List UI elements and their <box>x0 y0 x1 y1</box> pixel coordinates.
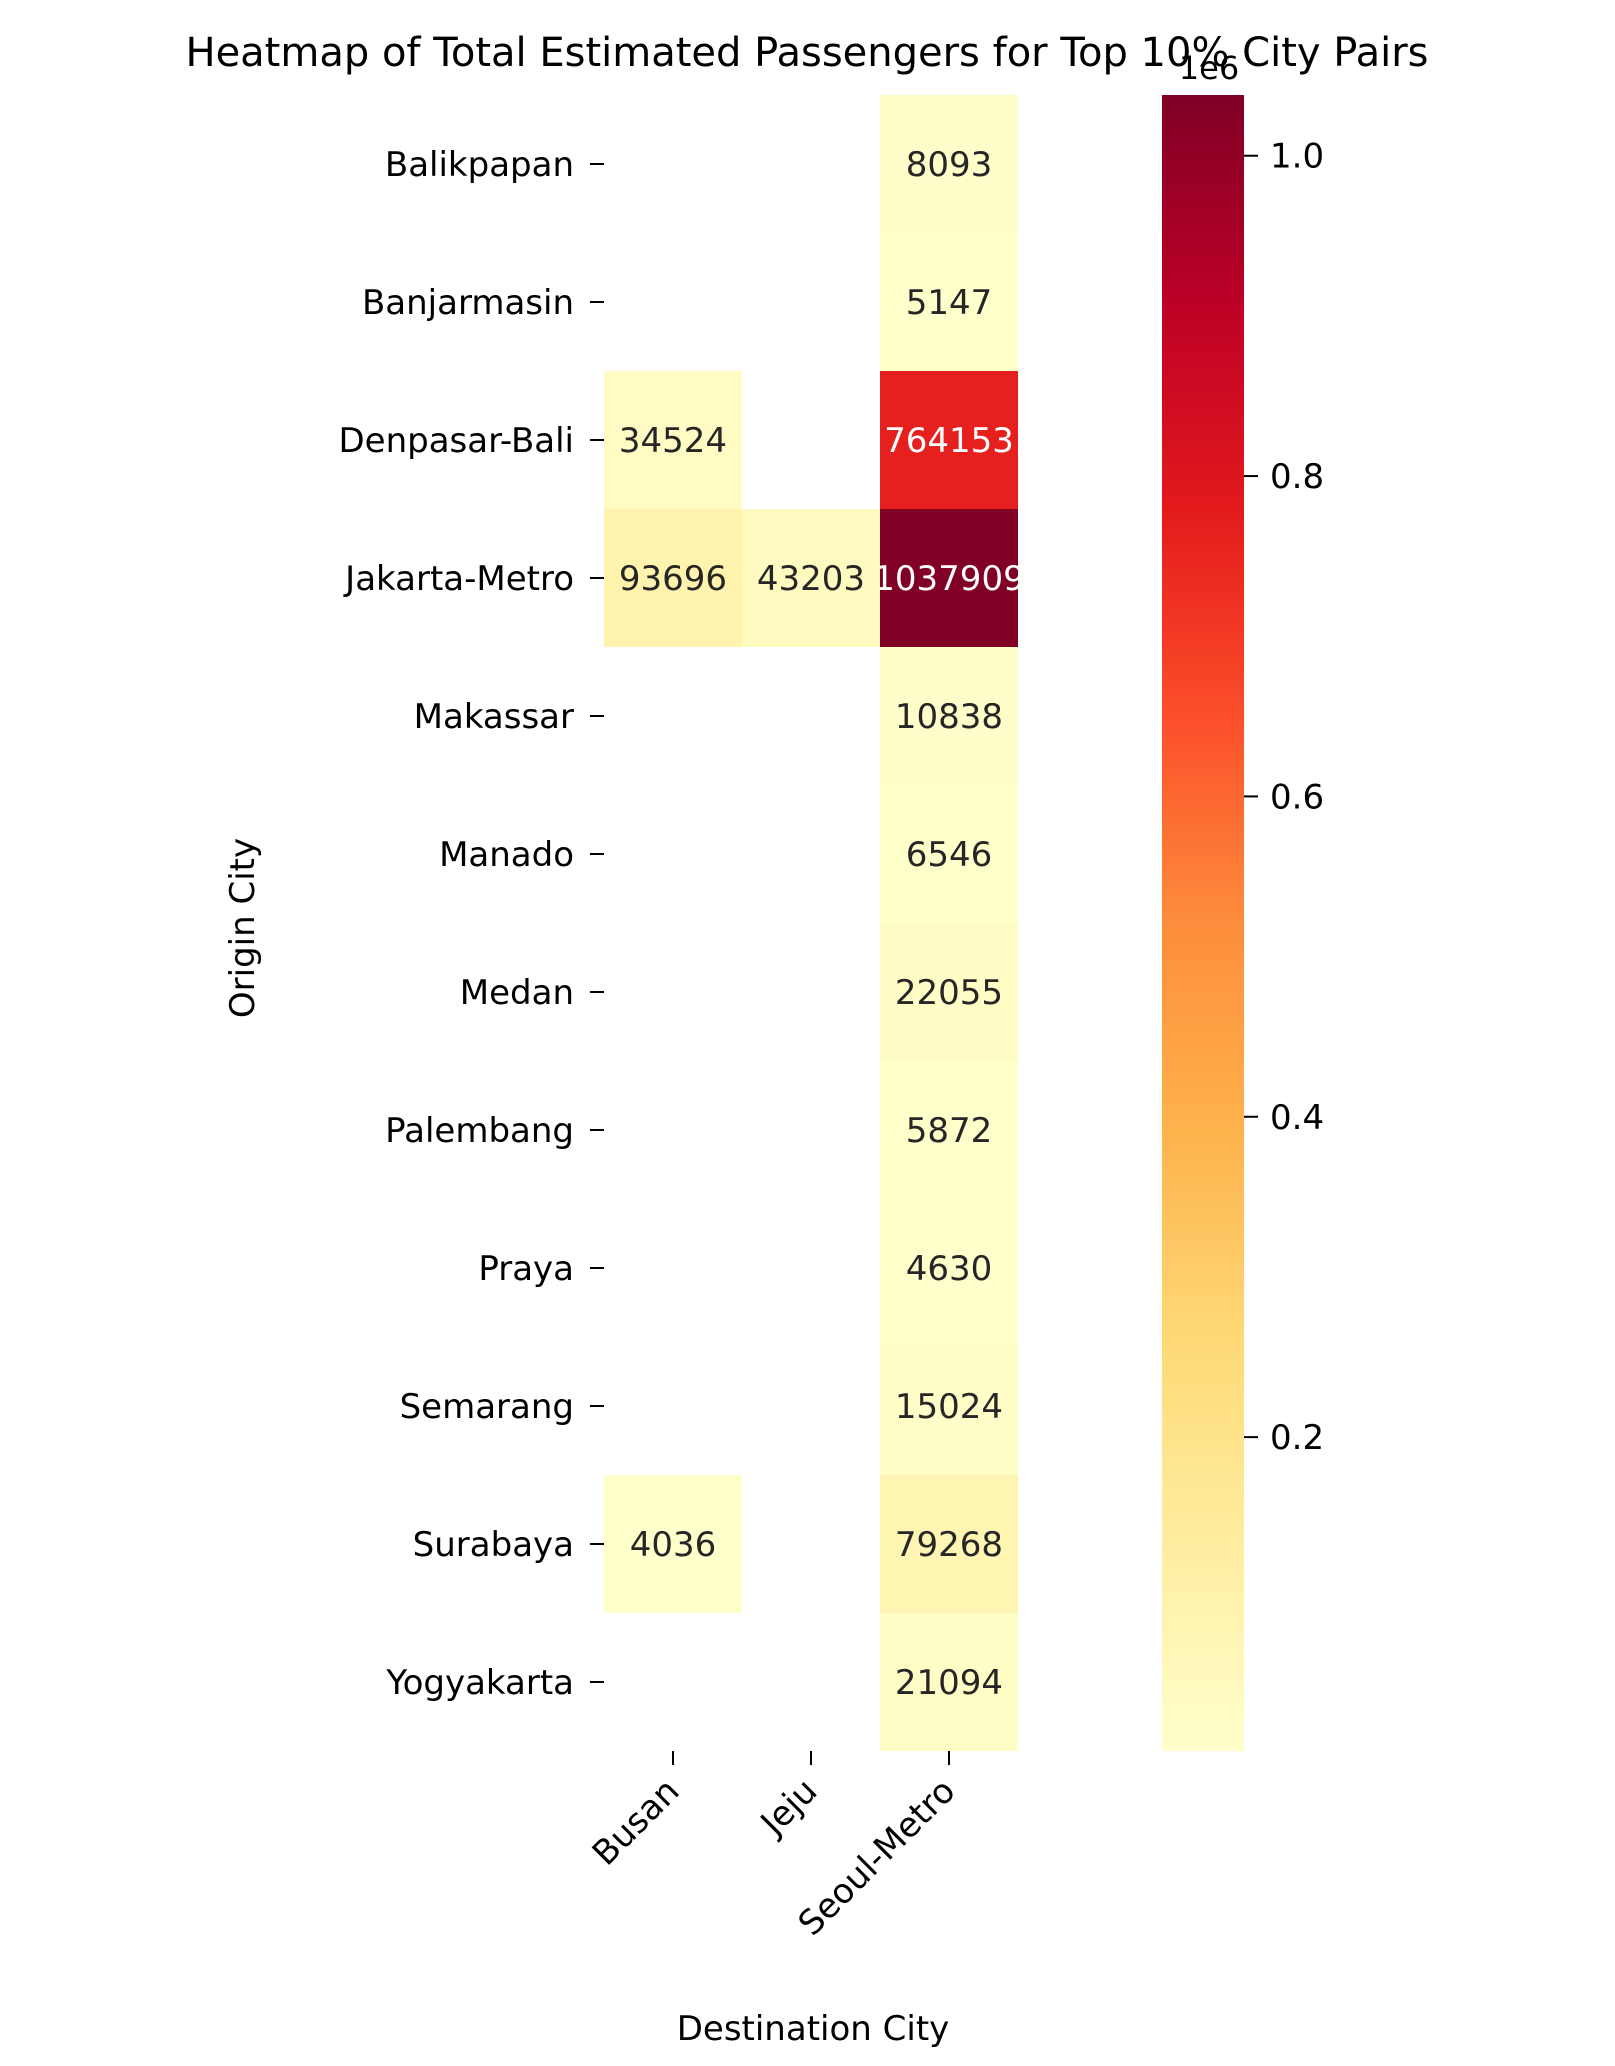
heatmap-cell <box>604 371 742 509</box>
cell-value-label: 93696 <box>619 559 727 599</box>
cell-value-label: 10838 <box>895 697 1003 737</box>
heatmap-cell <box>880 1475 1018 1613</box>
heatmap-cell <box>880 509 1018 647</box>
cell-value-label: 79268 <box>895 1525 1003 1565</box>
colorbar-offset-text: 1e6 <box>1179 49 1239 87</box>
y-tick-label: Medan <box>460 973 574 1013</box>
heatmap-cell <box>880 371 1018 509</box>
colorbar-gradient <box>1162 95 1244 1751</box>
heatmap-cell <box>880 1337 1018 1475</box>
heatmap-cell <box>880 923 1018 1061</box>
heatmap-cell <box>880 785 1018 923</box>
y-tick-label: Banjarmasin <box>362 283 574 323</box>
colorbar-tick-label: 0.6 <box>1270 777 1324 817</box>
colorbar-tick-label: 0.4 <box>1270 1098 1324 1138</box>
heatmap-cell <box>880 1061 1018 1199</box>
heatmap-cell <box>742 509 880 647</box>
plot-area: 8093 5147 34524 764153 93696 43203 1037909 1083… <box>604 95 1024 1751</box>
cell-value-label: 5147 <box>906 283 993 323</box>
colorbar-tick-label: 1.0 <box>1270 137 1324 177</box>
cell-value-label: 43203 <box>757 559 865 599</box>
y-axis-label: Origin City <box>223 838 263 1018</box>
x-axis-label: Destination City <box>677 2009 950 2049</box>
y-tick-label: Praya <box>478 1249 574 1289</box>
colorbar-tick-label: 0.2 <box>1270 1418 1324 1458</box>
cell-value-label: 15024 <box>895 1387 1003 1427</box>
y-axis: Balikpapan Banjarmasin Denpasar-Bali Jakart… <box>338 145 604 1703</box>
colorbar-tick-label: 0.8 <box>1270 457 1324 497</box>
y-tick-label: Denpasar-Bali <box>338 421 574 461</box>
cell-value-label: 4630 <box>906 1249 993 1289</box>
cell-value-label: 8093 <box>906 145 993 185</box>
y-tick-label: Makassar <box>414 697 574 737</box>
heatmap-cell <box>880 1613 1018 1751</box>
heatmap-cell <box>604 509 742 647</box>
heatmap-cell <box>880 1199 1018 1337</box>
y-tick-label: Surabaya <box>413 1525 574 1565</box>
y-tick-label: Yogyakarta <box>385 1663 574 1703</box>
cell-value-label: 1037909 <box>873 559 1024 599</box>
cell-value-label: 22055 <box>895 973 1003 1013</box>
cell-value-label: 4036 <box>630 1525 717 1565</box>
y-tick-label: Balikpapan <box>385 145 574 185</box>
cell-value-label: 34524 <box>619 421 727 461</box>
chart-title: Heatmap of Total Estimated Passengers fo… <box>185 30 1428 76</box>
cell-value-label: 764153 <box>884 421 1014 461</box>
cell-value-label: 6546 <box>906 835 993 875</box>
y-tick-label: Palembang <box>385 1111 574 1151</box>
heatmap-cell <box>604 1475 742 1613</box>
colorbar: 1e6 0.2 0.4 0.6 0.8 1.0 <box>1162 49 1324 1751</box>
cell-value-label: 5872 <box>906 1111 993 1151</box>
heatmap-cell <box>880 233 1018 371</box>
y-tick-label: Jakarta-Metro <box>343 559 574 599</box>
y-tick-label: Manado <box>439 835 574 875</box>
heatmap-cell <box>880 95 1018 233</box>
cell-value-label: 21094 <box>895 1663 1003 1703</box>
y-tick-label: Semarang <box>400 1387 574 1427</box>
heatmap-cell <box>880 647 1018 785</box>
